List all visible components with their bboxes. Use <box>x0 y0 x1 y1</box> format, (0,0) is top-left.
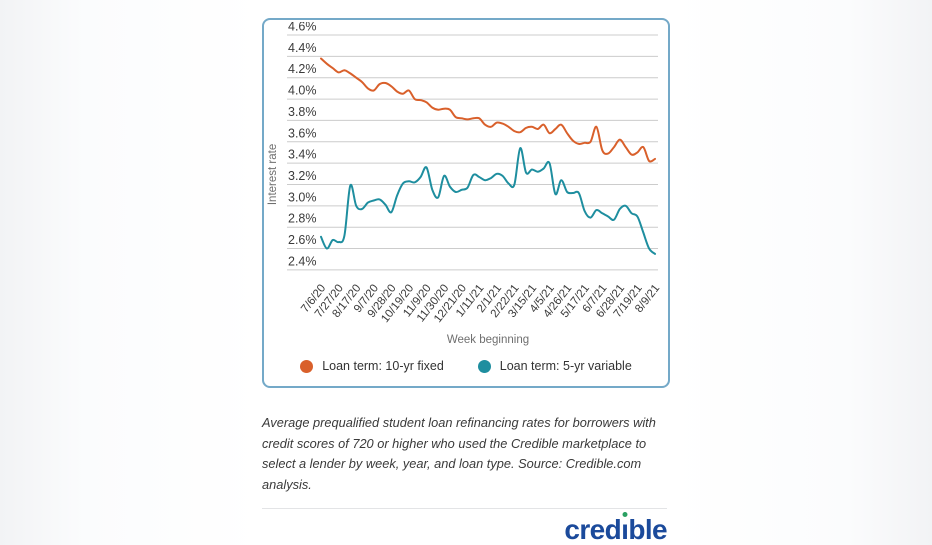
rates-line-chart: 4.6% 4.4% 4.2% 4.0% 3.8% 3.6% 3.4% 3.2% 3.0% 2.8%… <box>267 22 662 346</box>
svg-text:Week beginning: Week beginning <box>447 334 529 346</box>
svg-text:Interest rate: Interest rate <box>267 144 279 205</box>
chart-caption: Average prequalified student loan refina… <box>262 415 656 493</box>
chart-legend: Loan term: 10-yr fixed Loan term: 5-yr v… <box>264 353 668 379</box>
svg-text:4.6%: 4.6% <box>288 22 317 34</box>
legend-label: Loan term: 5-yr variable <box>499 359 632 373</box>
svg-text:3.6%: 3.6% <box>288 126 317 140</box>
logo-i-dot-icon <box>622 511 628 517</box>
credible-logo: credı ble <box>564 511 668 545</box>
svg-text:2.8%: 2.8% <box>288 212 317 226</box>
svg-text:3.4%: 3.4% <box>288 148 317 162</box>
legend-item-5yr-variable: Loan term: 5-yr variable <box>477 359 632 373</box>
svg-text:4.4%: 4.4% <box>288 41 317 55</box>
svg-text:4.2%: 4.2% <box>288 62 317 76</box>
footer-divider <box>262 507 667 509</box>
footer: credı ble <box>262 509 668 545</box>
svg-text:3.8%: 3.8% <box>288 105 317 119</box>
orange-series-dot-icon <box>300 359 314 373</box>
teal-series-dot-icon <box>477 359 491 373</box>
svg-text:2.6%: 2.6% <box>288 233 317 247</box>
svg-text:3.0%: 3.0% <box>288 190 317 204</box>
svg-text:3.2%: 3.2% <box>288 169 317 183</box>
svg-text:4.0%: 4.0% <box>288 84 317 98</box>
legend-label: Loan term: 10-yr fixed <box>322 359 444 373</box>
legend-item-10yr-fixed: Loan term: 10-yr fixed <box>300 359 444 373</box>
svg-text:2.4%: 2.4% <box>288 254 317 268</box>
content-column: 4.6% 4.4% 4.2% 4.0% 3.8% 3.6% 3.4% 3.2% 3.0% 2.8%… <box>262 18 670 544</box>
rate-chart-card: 4.6% 4.4% 4.2% 4.0% 3.8% 3.6% 3.4% 3.2% 3.0% 2.8%… <box>262 18 670 388</box>
